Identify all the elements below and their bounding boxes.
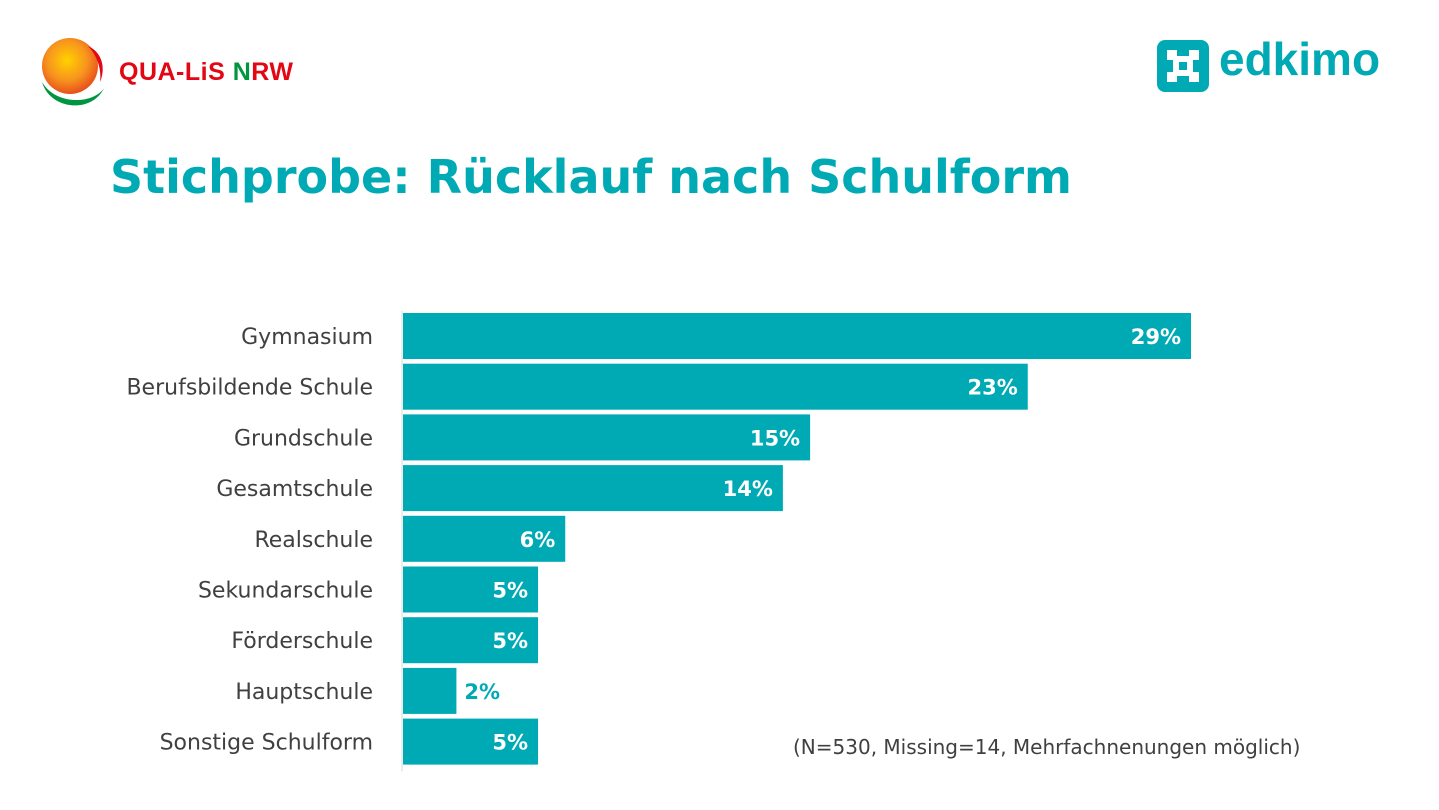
page-title: Stichprobe: Rücklauf nach Schulform [110,150,1072,204]
edkimo-wordmark: edkimo [1219,33,1381,85]
category-label: Realschule [254,528,373,553]
bar [403,617,539,664]
sample-note: (N=530, Missing=14, Mehrfachnenungen mög… [793,735,1301,759]
category-label: Sekundarschule [198,579,373,604]
data-label: 15% [750,426,800,450]
bar [403,465,783,512]
data-label: 5% [492,579,528,603]
bar [403,718,539,765]
qualis-wordmark-part: QUA-LiS [119,58,226,86]
bar [403,414,811,461]
qualis-logo: QUA-LiS NRW [30,32,306,114]
data-label: 14% [723,477,773,501]
bar [403,667,457,714]
category-label: Grundschule [234,426,373,451]
qualis-wordmark: QUA-LiS NRW [119,58,293,87]
data-label: 5% [492,731,528,755]
qualis-emblem-icon [42,38,104,106]
puzzle-icon [1157,40,1209,92]
category-label: Förderschule [231,629,373,654]
category-label: Berufsbildende Schule [126,376,373,401]
category-label: Gymnasium [241,325,373,350]
bar [403,313,1191,359]
data-label: 5% [492,629,528,653]
bar [403,363,1028,410]
qualis-wordmark-part: RW [251,58,294,86]
qualis-wordmark-part: N [225,58,252,86]
category-label: Hauptschule [235,680,373,705]
bar [403,515,566,562]
data-label: 6% [520,528,556,552]
category-label: Sonstige Schulform [160,731,373,756]
category-label: Gesamtschule [216,477,373,502]
data-label: 23% [967,376,1017,400]
edkimo-logo: edkimo [1157,33,1407,96]
bar [403,566,539,613]
data-label: 2% [464,680,500,704]
data-label: 29% [1131,325,1181,349]
